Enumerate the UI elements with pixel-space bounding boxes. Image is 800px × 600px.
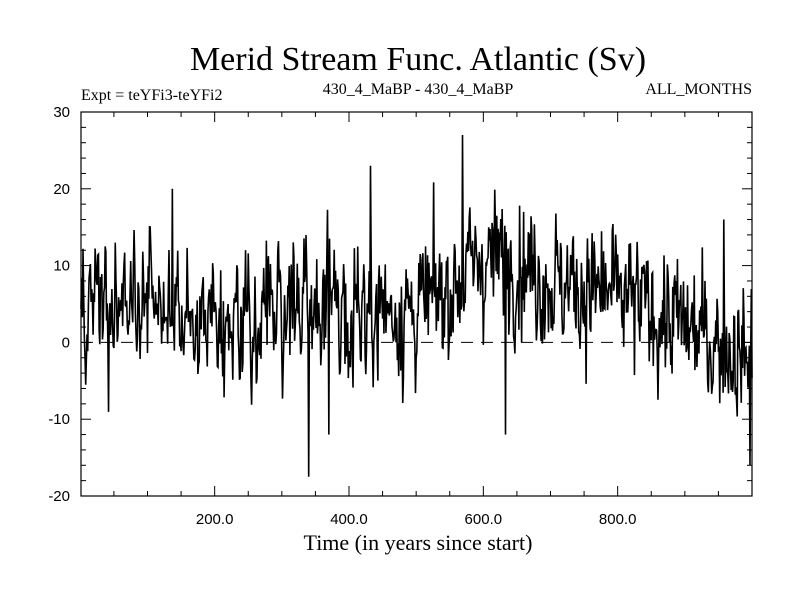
y-tick-label: -10 — [48, 411, 70, 428]
x-tick-label: 600.0 — [465, 511, 503, 528]
y-tick-label: 30 — [53, 104, 70, 121]
y-tick-label: 20 — [53, 181, 70, 198]
chart-title: Merid Stream Func. Atlantic (Sv) — [190, 41, 646, 78]
x-tick-label: 200.0 — [196, 511, 234, 528]
series-line — [80, 135, 753, 477]
y-axis: -20 -10 0 10 20 30 — [48, 104, 752, 505]
subtitle-left: Expt = teYFi3-teYFi2 — [81, 87, 222, 104]
x-axis: 200.0 400.0 600.0 800.0 — [113, 112, 719, 528]
y-tick-label: 0 — [62, 334, 70, 351]
x-tick-label: 400.0 — [330, 511, 368, 528]
plot-area-frame — [80, 111, 753, 497]
subtitle-center: 430_4_MaBP - 430_4_MaBP — [323, 81, 514, 98]
x-tick-label: 800.0 — [599, 511, 637, 528]
y-tick-label: -20 — [48, 488, 70, 505]
x-axis-label: Time (in years since start) — [304, 530, 533, 555]
y-tick-label: 10 — [53, 258, 70, 275]
subtitle-right: ALL_MONTHS — [645, 81, 752, 98]
